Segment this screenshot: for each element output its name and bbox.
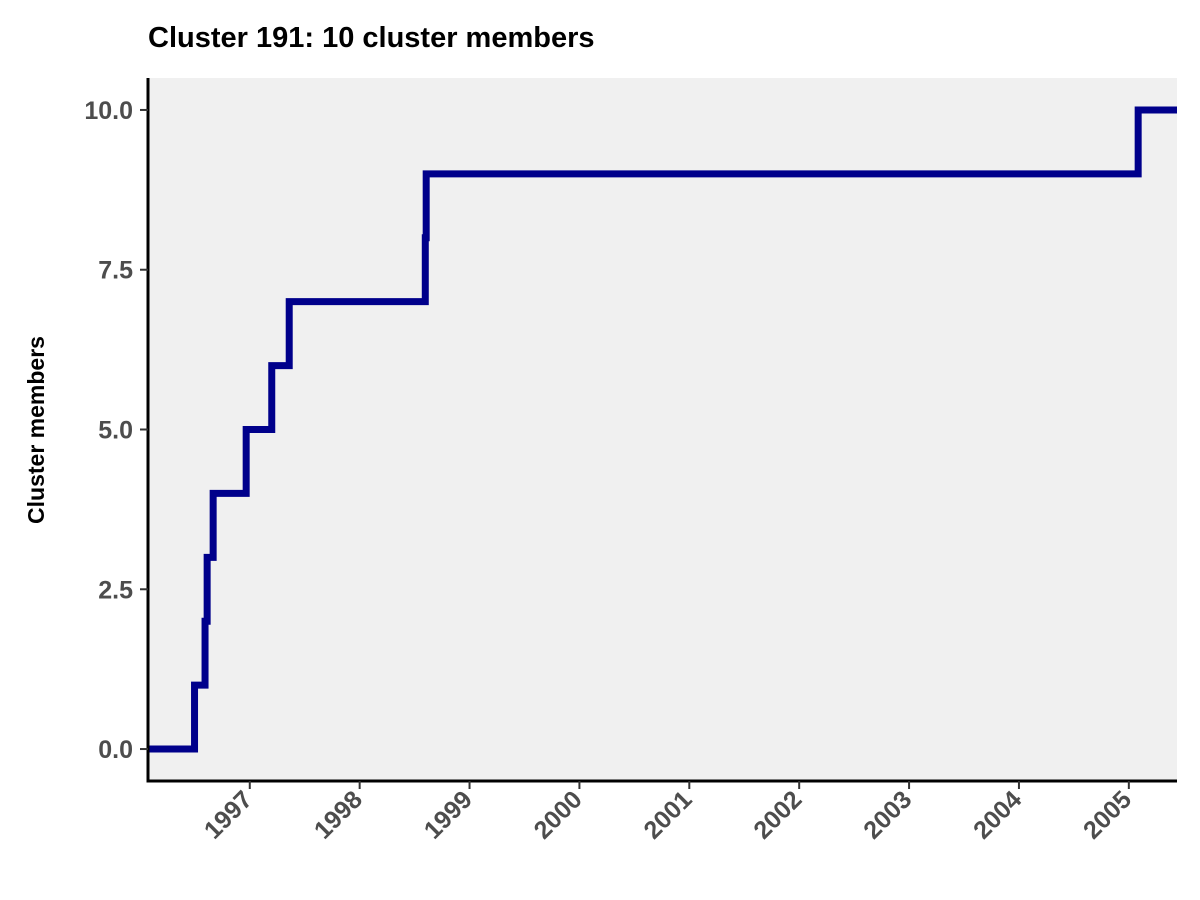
y-tick-label: 10.0 bbox=[84, 97, 133, 125]
y-tick-label: 0.0 bbox=[98, 736, 133, 764]
y-tick-label: 5.0 bbox=[98, 417, 133, 445]
chart-title: Cluster 191: 10 cluster members bbox=[148, 22, 595, 54]
x-tick-label: 2005 bbox=[1078, 785, 1137, 844]
x-tick-label: 2003 bbox=[858, 785, 917, 844]
y-axis-ticks: 0.0 2.5 5.0 7.5 10.0 bbox=[84, 97, 148, 764]
y-tick-label: 2.5 bbox=[98, 576, 133, 604]
x-tick-label: 2001 bbox=[638, 785, 697, 844]
series-layer bbox=[148, 106, 1177, 753]
x-tick-label: 2000 bbox=[529, 785, 588, 844]
x-tick-label: 1999 bbox=[419, 785, 478, 844]
x-tick-label: 1997 bbox=[199, 785, 258, 844]
x-tick-label: 1998 bbox=[309, 785, 368, 844]
y-tick-label: 7.5 bbox=[98, 257, 133, 285]
x-tick-label: 2004 bbox=[968, 785, 1027, 844]
y-axis-label: Cluster members bbox=[23, 336, 49, 524]
plot-panel bbox=[148, 78, 1177, 781]
x-tick-label: 2002 bbox=[748, 785, 807, 844]
series-line bbox=[148, 106, 1177, 753]
x-axis-ticks: 1997 1998 1999 2000 2001 2002 2003 2004 2005 bbox=[199, 781, 1137, 845]
